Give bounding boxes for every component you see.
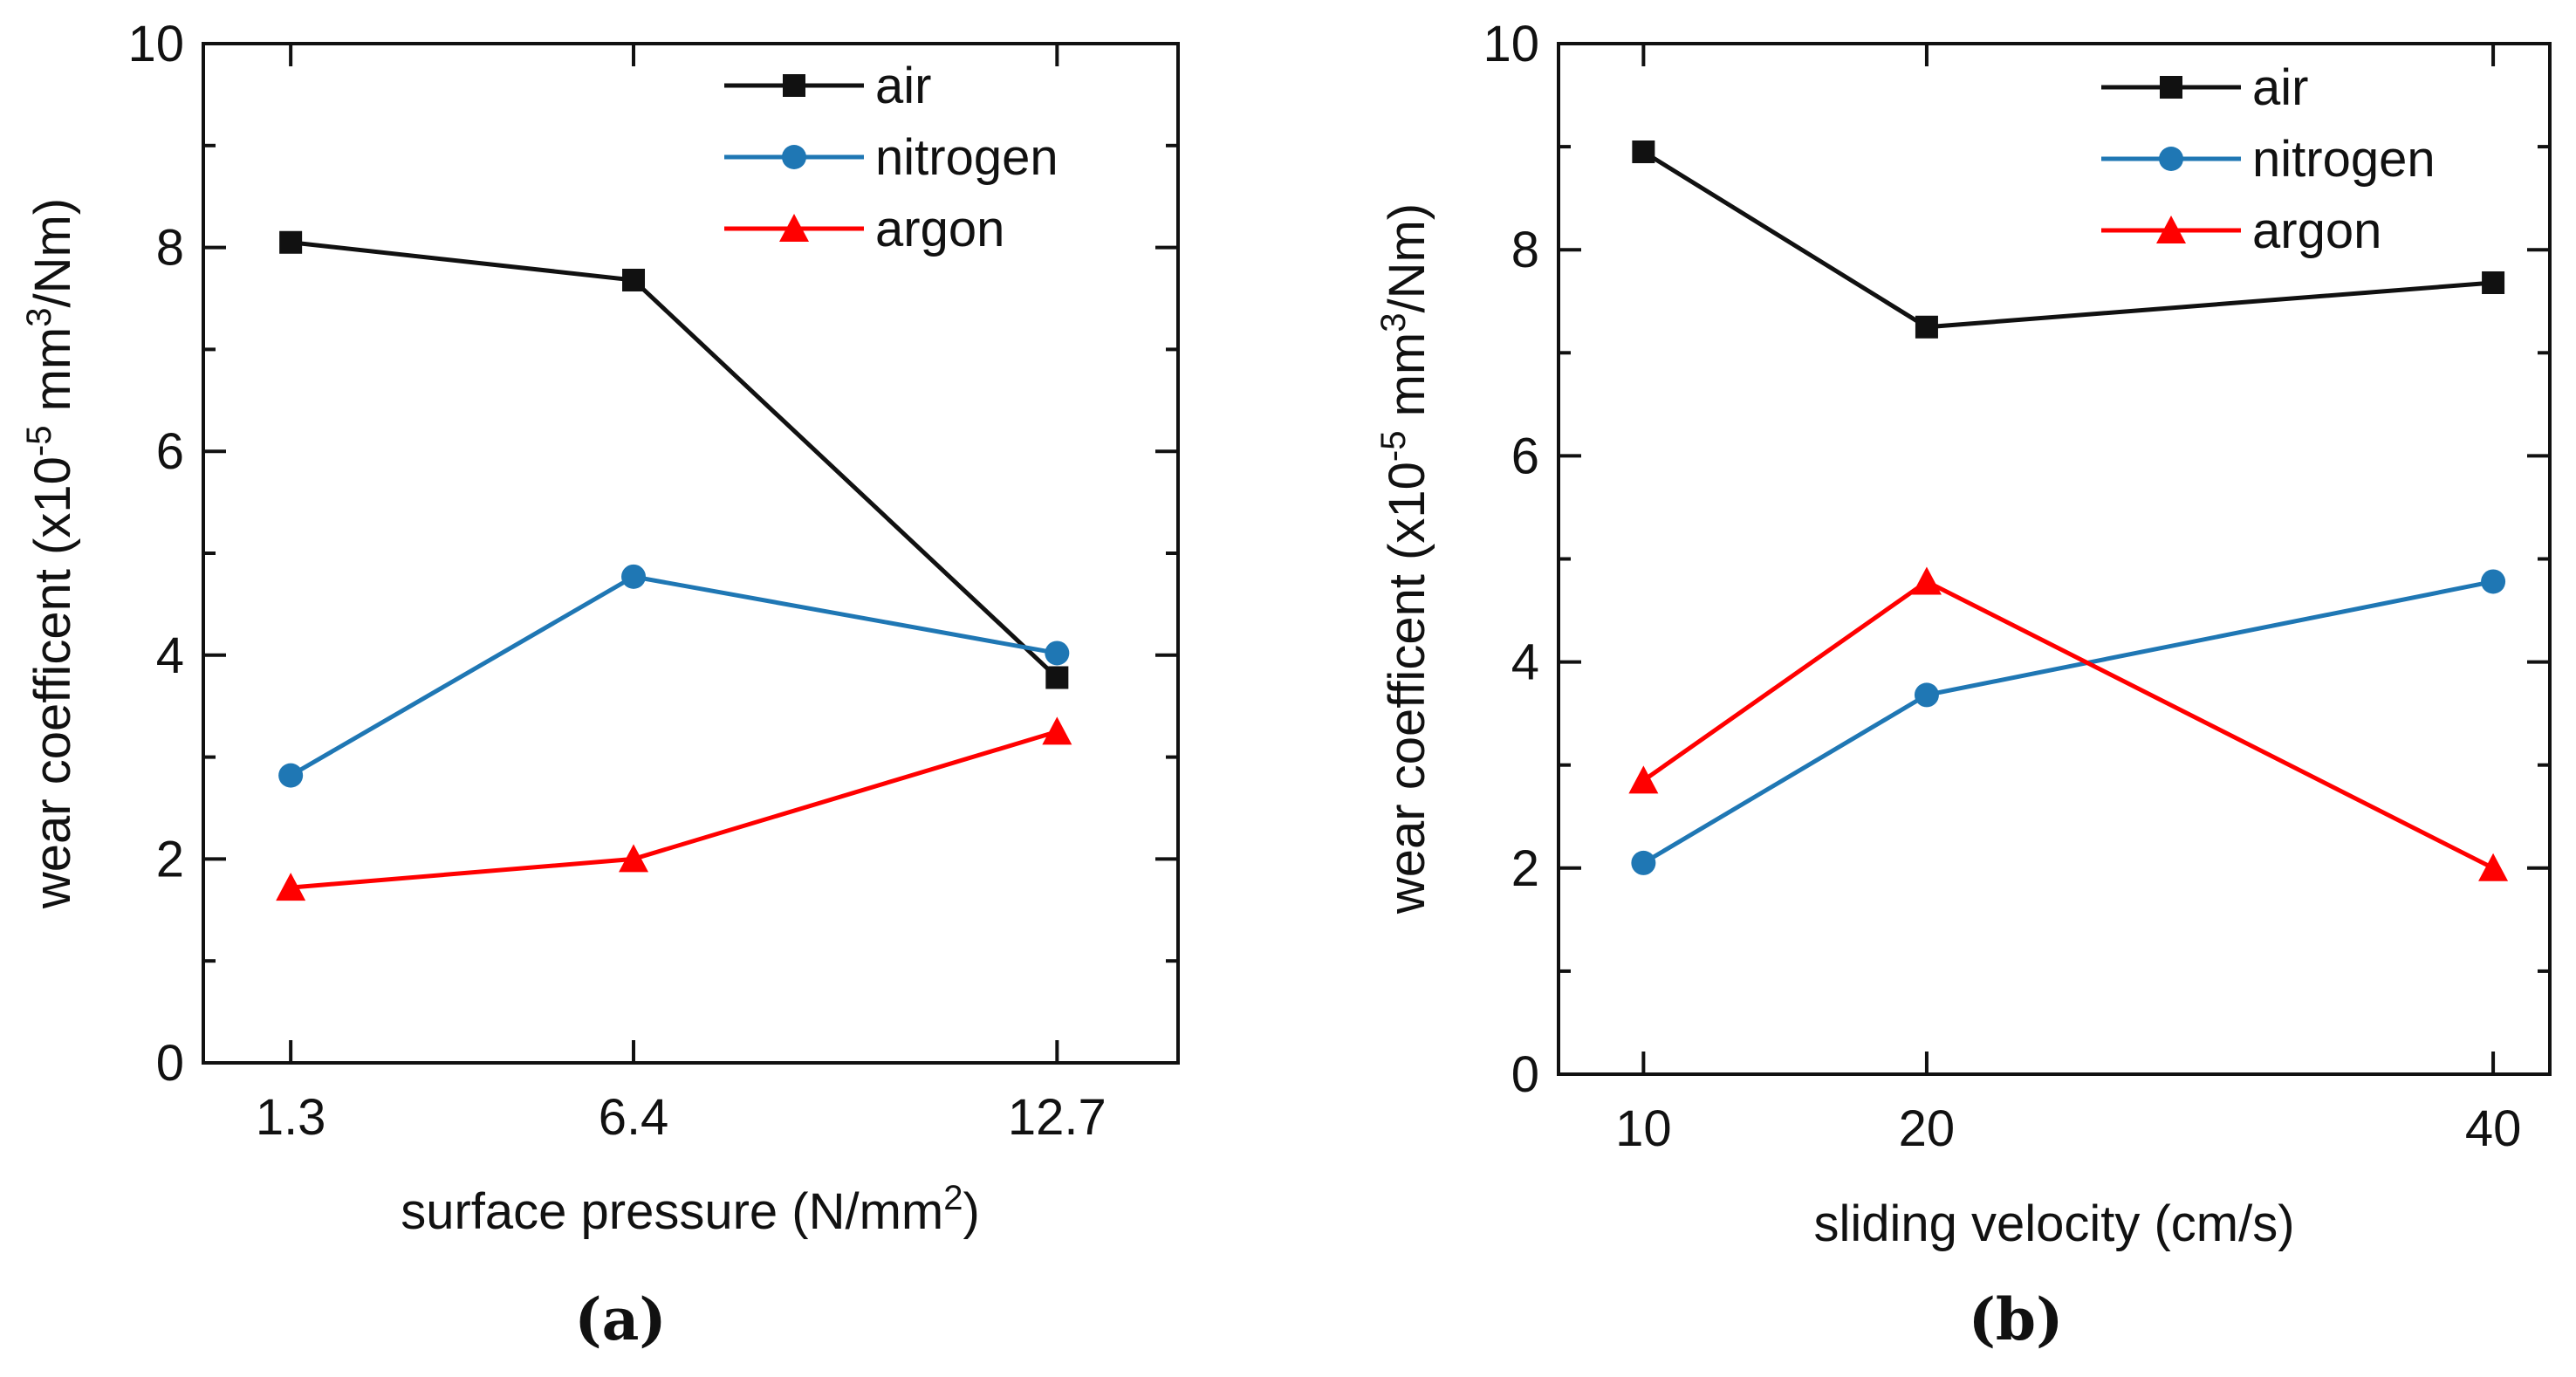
x-axis-ticks-b: 10 20 40 [1615, 44, 2521, 1157]
y-axis-ticks-a: 0 2 4 6 8 10 [127, 16, 1178, 1092]
y-tick-label: 2 [1511, 840, 1539, 897]
data-point-air [1632, 140, 1655, 164]
y-axis-label-a: wear coefficent (x10-5 mm3/Nm) [20, 198, 81, 909]
x-tick-label: 20 [1899, 1100, 1956, 1157]
plot-area-a [202, 42, 1180, 1065]
legend-label-nitrogen: nitrogen [2252, 131, 2436, 188]
y-tick-label: 8 [1511, 222, 1539, 278]
panel-label-b: (b) [1969, 1285, 2064, 1353]
x-tick-label: 12.7 [1008, 1089, 1106, 1146]
y-tick-label: 8 [156, 220, 184, 277]
y-tick-label: 0 [156, 1035, 184, 1092]
series-air [1632, 140, 2505, 339]
y-tick-label: 0 [1511, 1046, 1539, 1103]
y-tick-label: 6 [156, 423, 184, 480]
x-axis-label-a: surface pressure (N/mm2) [401, 1179, 980, 1240]
legend-marker-air [783, 74, 805, 97]
series-nitrogen [278, 564, 1070, 788]
series-nitrogen [1631, 569, 2506, 875]
series-line-argon [1641, 579, 2495, 871]
legend-item-air: air [724, 58, 931, 114]
data-point-nitrogen [1045, 641, 1070, 666]
series-line-argon [290, 730, 1058, 890]
legend-a: air nitrogen argon [724, 58, 1058, 257]
legend-marker-nitrogen [2159, 147, 2183, 171]
data-point-argon [1911, 566, 1942, 595]
data-point-argon [1042, 716, 1072, 745]
legend-label-argon: argon [875, 201, 1004, 257]
data-point-nitrogen [278, 763, 304, 788]
legend-b: air nitrogen argon [2101, 59, 2436, 259]
legend-item-argon: argon [2101, 202, 2381, 259]
y-tick-label: 10 [1483, 16, 1539, 72]
series-line-nitrogen [289, 574, 1058, 778]
series-argon [276, 716, 1072, 901]
x-axis-ticks-a: 1.3 6.4 12.7 [256, 44, 1106, 1146]
x-tick-label: 6.4 [599, 1089, 669, 1146]
legend-label-nitrogen: nitrogen [875, 129, 1058, 186]
series-line-air [290, 240, 1059, 680]
legend-marker-argon [2156, 216, 2186, 243]
data-point-argon [276, 873, 306, 901]
legend-item-nitrogen: nitrogen [724, 129, 1058, 186]
legend-marker-argon [779, 214, 809, 242]
data-point-argon [619, 844, 649, 873]
data-point-air [2482, 271, 2505, 294]
series-air [279, 230, 1069, 689]
x-tick-label: 40 [2465, 1100, 2522, 1157]
data-point-air [622, 268, 646, 291]
data-point-air [1915, 315, 1938, 339]
y-tick-label: 6 [1511, 428, 1539, 484]
y-tick-label: 2 [156, 831, 184, 887]
data-point-air [279, 230, 303, 254]
legend-item-nitrogen: nitrogen [2101, 131, 2436, 188]
legend-marker-nitrogen [782, 145, 806, 169]
legend-label-argon: argon [2252, 202, 2381, 259]
data-point-nitrogen [2481, 569, 2506, 594]
y-tick-label: 4 [1511, 634, 1539, 691]
series-group-b [1628, 140, 2509, 881]
data-point-argon [1628, 765, 1659, 794]
data-point-nitrogen [1914, 682, 1939, 708]
series-argon [1628, 566, 2509, 881]
chart-panel-b: 0 2 4 6 8 10 10 20 40 air nitrogen argon sliding … [1374, 16, 2552, 1353]
x-tick-label: 10 [1615, 1100, 1672, 1157]
plot-area-b [1557, 42, 2552, 1076]
y-axis-label-b: wear coefficent (x10-5 mm3/Nm) [1374, 203, 1435, 915]
data-point-nitrogen [1631, 850, 1656, 875]
y-tick-label: 4 [156, 627, 184, 684]
legend-item-air: air [2101, 59, 2308, 116]
series-group-a [276, 230, 1072, 901]
y-tick-label: 10 [127, 16, 184, 72]
chart-panel-a: 0 2 4 6 8 10 1.3 6.4 12.7 air nitrogen argon surf… [20, 16, 1180, 1353]
legend-marker-air [2160, 76, 2182, 99]
legend-label-air: air [875, 58, 931, 114]
legend-label-air: air [2252, 59, 2308, 116]
data-point-argon [2478, 853, 2509, 881]
y-axis-ticks-b: 0 2 4 6 8 10 [1483, 16, 2550, 1103]
series-line-nitrogen [1642, 579, 2494, 866]
data-point-nitrogen [621, 564, 647, 589]
panel-label-a: (a) [574, 1285, 666, 1353]
x-axis-label-b: sliding velocity (cm/s) [1813, 1195, 2294, 1252]
x-tick-label: 1.3 [256, 1089, 326, 1146]
legend-item-argon: argon [724, 201, 1004, 257]
data-point-air [1045, 666, 1069, 689]
